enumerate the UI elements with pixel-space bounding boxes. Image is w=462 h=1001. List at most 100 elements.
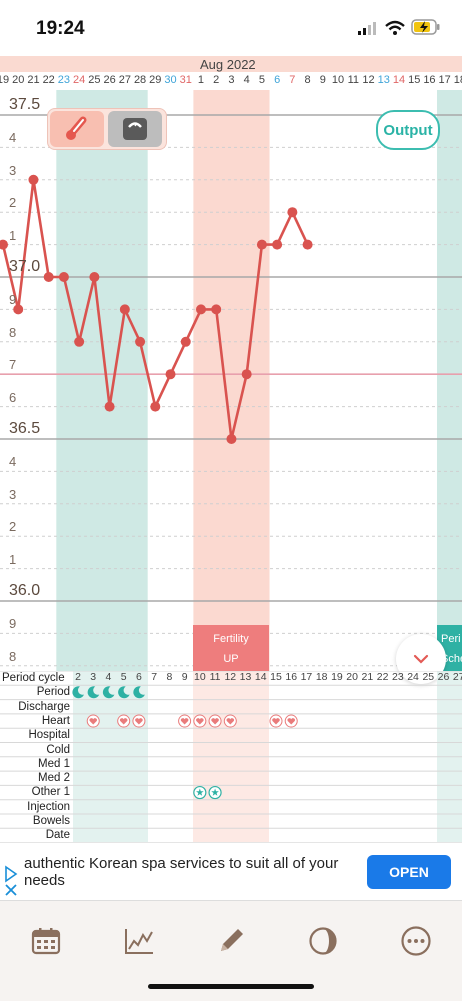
temperature-point[interactable] bbox=[165, 369, 176, 380]
cycle-day-numbers: 2 3 4 5 6 7 8 9 10 11 12 13 14 15 16 17 18 19 20 21 22 23 24 25… bbox=[0, 671, 462, 685]
y-axis-label: 8 bbox=[9, 648, 17, 664]
y-axis-label: 3 bbox=[9, 162, 17, 178]
day-number: 15 bbox=[408, 74, 421, 86]
day-number: 7 bbox=[289, 74, 296, 86]
tab-cycle[interactable] bbox=[303, 921, 343, 961]
cycle-day-number: 25 bbox=[422, 671, 435, 683]
day-number: 25 bbox=[88, 74, 101, 86]
period-moon-icon[interactable] bbox=[102, 686, 115, 699]
tab-more[interactable] bbox=[396, 921, 436, 961]
status-bar: 19:24 bbox=[0, 0, 462, 56]
fertility-badge-line2: UP bbox=[223, 653, 239, 665]
cellular-signal-icon bbox=[358, 22, 376, 35]
temperature-point[interactable] bbox=[226, 434, 237, 444]
record-row-label: Med 2 bbox=[38, 772, 70, 785]
records-grid bbox=[0, 671, 462, 842]
thermometer-mode-button[interactable] bbox=[50, 111, 104, 147]
period-moon-icon[interactable] bbox=[118, 686, 130, 699]
status-time: 19:24 bbox=[36, 18, 85, 39]
record-row-label: Other 1 bbox=[31, 786, 70, 799]
pencil-icon bbox=[221, 929, 243, 951]
chevron-down-icon bbox=[413, 654, 429, 664]
temperature-point[interactable] bbox=[150, 401, 161, 412]
ad-choices-icon[interactable] bbox=[4, 865, 18, 897]
daily-records-table[interactable]: Period cycle Period Discharge Heart Hospital… bbox=[0, 671, 462, 842]
temperature-point[interactable] bbox=[135, 336, 146, 347]
temperature-point[interactable] bbox=[28, 174, 39, 185]
tab-graph[interactable] bbox=[119, 921, 159, 961]
day-number: 5 bbox=[258, 74, 265, 86]
cycle-day-number: 7 bbox=[151, 671, 158, 683]
y-axis-label: 8 bbox=[9, 324, 17, 340]
input-mode-toggle[interactable] bbox=[47, 108, 167, 150]
day-number: 24 bbox=[73, 74, 86, 86]
temperature-point[interactable] bbox=[256, 239, 267, 250]
heart-icon bbox=[89, 718, 97, 725]
temperature-point[interactable] bbox=[211, 304, 222, 315]
day-number: 3 bbox=[228, 74, 235, 86]
ad-open-button[interactable]: OPEN bbox=[367, 855, 451, 889]
day-number: 13 bbox=[377, 74, 390, 86]
cycle-day-number: 23 bbox=[391, 671, 404, 683]
cycle-day-number: 15 bbox=[270, 671, 282, 683]
period-moon-icon[interactable] bbox=[133, 686, 145, 699]
temperature-point[interactable] bbox=[241, 369, 252, 380]
cycle-day-number: 21 bbox=[361, 671, 374, 683]
temperature-point[interactable] bbox=[0, 239, 8, 250]
y-axis-label: 36.5 bbox=[9, 420, 41, 437]
period-moon-icon[interactable] bbox=[72, 686, 84, 699]
temperature-point[interactable] bbox=[58, 272, 69, 282]
temperature-point[interactable] bbox=[119, 304, 130, 315]
day-number: 10 bbox=[331, 74, 345, 86]
day-number: 17 bbox=[438, 74, 451, 86]
temperature-point[interactable] bbox=[13, 304, 24, 315]
day-number: 21 bbox=[27, 74, 40, 86]
temperature-point[interactable] bbox=[287, 207, 298, 218]
tab-calendar[interactable] bbox=[26, 921, 66, 961]
ad-banner[interactable]: authentic Korean spa services to suit al… bbox=[0, 842, 462, 901]
day-number-row: 1920212223242526272829303112345678910111… bbox=[0, 72, 462, 90]
cycle-day-number: 3 bbox=[90, 671, 97, 683]
record-row-label: Discharge bbox=[18, 700, 70, 713]
fertility-up-badge: Fertility UP bbox=[193, 625, 269, 671]
y-axis-label: 37.5 bbox=[9, 96, 41, 113]
period-moon-icon[interactable] bbox=[87, 686, 100, 699]
day-number: 18 bbox=[453, 74, 462, 86]
cycle-day-number: 2 bbox=[75, 671, 81, 683]
y-axis-label: 4 bbox=[9, 454, 17, 470]
wifi-icon bbox=[385, 20, 405, 35]
tab-edit[interactable] bbox=[211, 921, 251, 961]
calendar-icon bbox=[31, 928, 61, 955]
temperature-point[interactable] bbox=[43, 272, 54, 282]
temperature-point[interactable] bbox=[104, 401, 115, 412]
cycle-day-number: 11 bbox=[209, 671, 221, 683]
temperature-point[interactable] bbox=[272, 239, 283, 250]
star-icon bbox=[211, 788, 219, 796]
weight-mode-button[interactable] bbox=[108, 111, 162, 147]
ad-text[interactable]: authentic Korean spa services to suit al… bbox=[24, 855, 339, 889]
temperature-point[interactable] bbox=[74, 336, 85, 347]
fertility-badge-line1: Fertility bbox=[213, 633, 249, 645]
y-axis-label: 7 bbox=[9, 357, 17, 373]
y-axis-label: 2 bbox=[9, 195, 17, 211]
temperature-chart[interactable] bbox=[0, 90, 462, 671]
temperature-point[interactable] bbox=[180, 336, 191, 347]
cycle-day-number: 4 bbox=[105, 671, 112, 683]
cycle-day-number: 10 bbox=[193, 671, 206, 683]
temperature-point[interactable] bbox=[195, 304, 206, 315]
y-axis-label: 37.0 bbox=[9, 258, 41, 275]
record-row-labels: Period cycle Period Discharge Heart Hospital… bbox=[0, 671, 72, 842]
temperature-point[interactable] bbox=[302, 239, 313, 250]
output-button[interactable]: Output bbox=[376, 110, 440, 150]
heart-icon bbox=[211, 718, 219, 725]
temperature-point[interactable] bbox=[89, 272, 100, 282]
heart-icon bbox=[272, 718, 280, 725]
period-badge-line2: Sche bbox=[441, 653, 462, 665]
next-period-band bbox=[437, 90, 462, 671]
period-badge-line1: Peri bbox=[441, 633, 461, 645]
battery-charging-icon bbox=[411, 19, 440, 35]
cycle-day-number: 8 bbox=[166, 671, 173, 683]
heart-icon bbox=[135, 718, 143, 725]
day-number: 29 bbox=[149, 74, 162, 86]
record-row-label: Bowels bbox=[32, 815, 70, 827]
